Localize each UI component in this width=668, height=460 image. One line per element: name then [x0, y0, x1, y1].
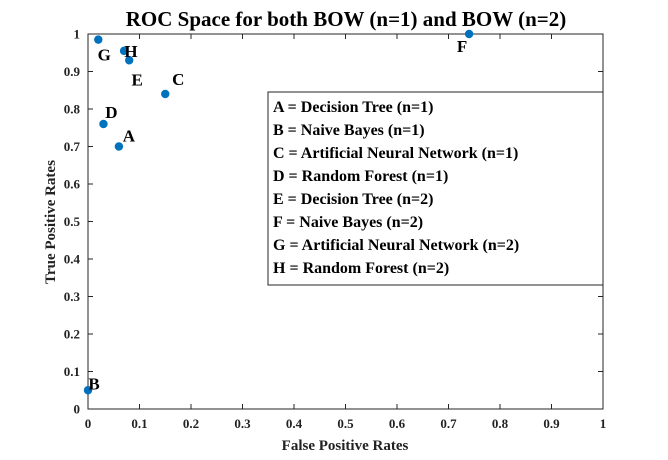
- y-tick-label: 0.2: [64, 327, 80, 342]
- legend-entry: B = Naive Bayes (n=1): [273, 122, 425, 139]
- data-point-b: [83, 386, 93, 395]
- y-tick-label: 0.4: [64, 252, 81, 267]
- x-tick-label: 0.3: [234, 416, 251, 431]
- legend-entry: F = Naive Bayes (n=2): [273, 214, 423, 231]
- legend-entry: G = Artificial Neural Network (n=2): [273, 237, 519, 254]
- x-tick-label: 0: [85, 416, 92, 431]
- data-point-h: [119, 46, 129, 56]
- point-label-a: A: [123, 127, 136, 146]
- data-point-d: [99, 119, 108, 129]
- y-tick-label: 0.3: [64, 289, 81, 304]
- data-point-c: [161, 89, 170, 99]
- legend-entry: E = Decision Tree (n=2): [273, 191, 433, 208]
- point-label-g: G: [98, 46, 111, 65]
- data-point-f: [464, 29, 474, 39]
- x-tick-label: 0.9: [543, 416, 560, 431]
- y-tick-label: 0: [74, 402, 81, 417]
- point-label-e: E: [132, 70, 143, 89]
- y-tick-label: 0.5: [64, 214, 81, 229]
- x-tick-label: 0.4: [286, 416, 303, 431]
- y-tick-label: 0.1: [64, 364, 80, 379]
- point-label-f: F: [457, 37, 467, 56]
- x-tick-label: 0.6: [389, 416, 406, 431]
- y-axis-label: True Positive Rates: [43, 160, 59, 284]
- point-label-d: D: [105, 103, 117, 122]
- legend-entry: A = Decision Tree (n=1): [273, 99, 433, 116]
- point-label-h: H: [124, 42, 137, 61]
- axis-ticks: 0 0.1 0.2 0.3 0.4 0.5 0.6 0.7 0.8 0.9 1 0 0.1 0.2 0.3 0…: [64, 27, 607, 432]
- x-tick-label: 0.2: [183, 416, 199, 431]
- data-point-g: [94, 35, 103, 44]
- legend-entry: H = Random Forest (n=2): [273, 260, 449, 277]
- x-tick-label: 0.8: [492, 416, 509, 431]
- data-point-e: [125, 56, 134, 65]
- data-points: A B C DE F G H: [83, 29, 474, 395]
- x-tick-label: 0.1: [131, 416, 147, 431]
- chart-title: ROC Space for both BOW (n=1) and BOW (n=…: [126, 7, 567, 31]
- data-point-a: [114, 142, 124, 151]
- point-label-b: B: [88, 374, 99, 393]
- legend-box: [267, 91, 604, 286]
- legend-entry: D = Random Forest (n=1): [273, 168, 448, 185]
- legend-entry: C = Artificial Neural Network (n=1): [273, 145, 518, 162]
- legend: A = Decision Tree (n=1) B = Naive Bayes (…: [267, 91, 604, 286]
- point-label-c: C: [172, 70, 184, 89]
- x-axis-label: False Positive Rates: [282, 438, 409, 454]
- x-tick-label: 0.5: [337, 416, 354, 431]
- x-tick-label: 0.7: [440, 416, 457, 431]
- y-tick-label: 0.8: [64, 102, 81, 117]
- y-tick-label: 0.6: [64, 177, 81, 192]
- y-tick-label: 1: [74, 27, 81, 42]
- y-tick-label: 0.7: [64, 139, 81, 154]
- x-tick-label: 1: [600, 416, 607, 431]
- y-tick-label: 0.9: [64, 64, 81, 79]
